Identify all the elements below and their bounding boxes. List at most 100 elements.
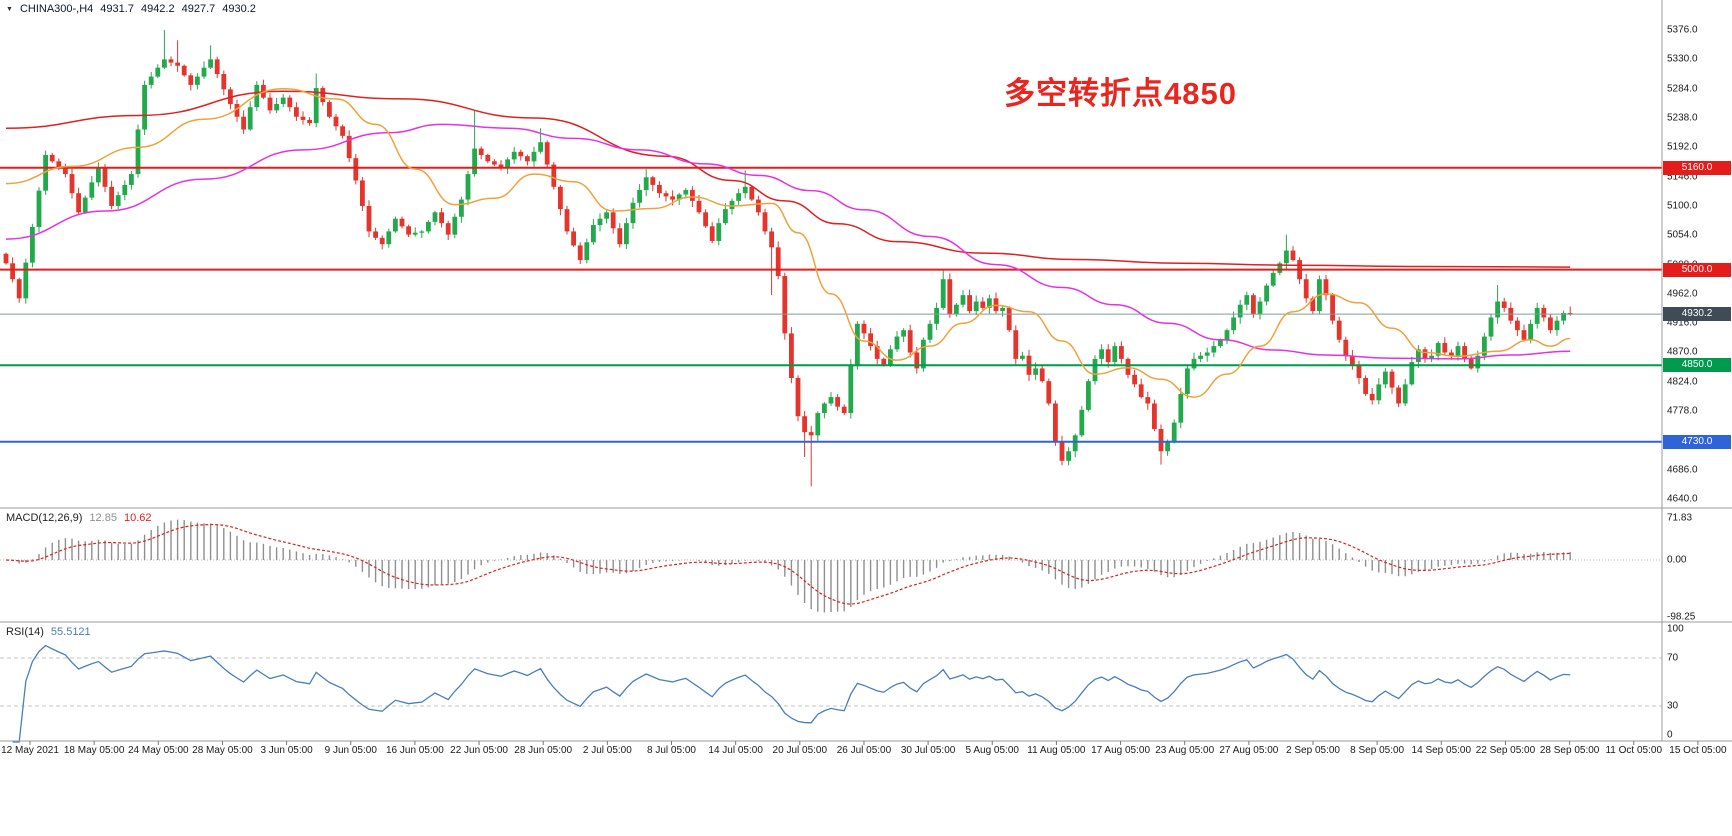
- candle-body: [155, 67, 161, 77]
- candle-body: [1000, 307, 1005, 312]
- candle-body: [676, 194, 682, 200]
- rsi-value: 55.5121: [50, 626, 91, 638]
- candle-body: [663, 193, 669, 197]
- candle-body: [538, 142, 543, 152]
- price-axis-label: 5054.0: [1667, 229, 1698, 241]
- level-price-badge: 5000.0: [1663, 262, 1731, 277]
- candle-body: [1482, 336, 1487, 356]
- candle-body: [36, 190, 42, 227]
- candle-body: [1475, 355, 1481, 369]
- candle-body: [1501, 301, 1507, 308]
- macd-axis-label: 71.83: [1667, 512, 1693, 524]
- candle-body: [604, 212, 609, 219]
- candle-body: [980, 301, 986, 308]
- symbol-info-bar: ▼ CHINA300-,H4 4931.7 4942.2 4927.7 4930…: [6, 3, 256, 15]
- candle-body: [855, 323, 860, 366]
- candle-body: [723, 209, 728, 224]
- candle-body: [881, 358, 887, 366]
- candle-body: [1554, 320, 1560, 331]
- candle-body: [1119, 346, 1124, 359]
- candle-body: [1343, 339, 1349, 356]
- candle-body: [1429, 355, 1434, 359]
- time-axis-label: 22 Sep 05:00: [1475, 745, 1536, 756]
- candle-body: [1079, 409, 1085, 436]
- candle-body: [76, 193, 81, 213]
- candle-body: [280, 97, 286, 104]
- rsi-axis-label: 30: [1667, 700, 1679, 712]
- time-axis-label: 2 Jul 05:00: [582, 745, 632, 756]
- candle-body: [1158, 428, 1164, 452]
- candle-body: [637, 190, 642, 203]
- candle-body: [1152, 403, 1157, 429]
- price-axis-label: 4824.0: [1667, 376, 1698, 388]
- candle-body: [769, 231, 774, 248]
- candle-body: [1534, 307, 1540, 324]
- candle-body: [525, 156, 530, 162]
- time-axis-label: 30 Jul 05:00: [900, 745, 956, 756]
- candle-body: [1376, 384, 1382, 401]
- candle-body: [1171, 422, 1177, 442]
- time-axis-label: 28 May 05:00: [192, 745, 253, 756]
- candle-body: [162, 59, 167, 68]
- candle-body: [1145, 397, 1151, 404]
- candle-body: [597, 218, 603, 226]
- time-axis-label: 28 Jun 05:00: [514, 745, 573, 756]
- candle-body: [115, 195, 121, 206]
- candle-body: [868, 333, 873, 347]
- time-axis-label: 9 Jun 05:00: [324, 745, 377, 756]
- candle-body: [1389, 371, 1395, 388]
- candle-body: [1402, 384, 1408, 404]
- level-price-badge: 4730.0: [1663, 434, 1731, 449]
- time-axis-label: 17 Aug 05:00: [1091, 745, 1151, 756]
- candle-body: [518, 151, 524, 157]
- candle-body: [1191, 358, 1197, 369]
- candle-body: [142, 84, 147, 130]
- candle-body: [690, 190, 695, 201]
- candle-body: [703, 212, 708, 227]
- candle-body: [1323, 279, 1329, 296]
- candle-body: [56, 161, 62, 168]
- candle-body: [432, 212, 438, 222]
- candle-body: [320, 88, 326, 103]
- candle-body: [921, 339, 926, 369]
- candle-body: [452, 216, 458, 235]
- candle-body: [967, 295, 972, 312]
- candle-body: [294, 107, 299, 117]
- candle-body: [1561, 312, 1566, 321]
- candle-body: [214, 59, 220, 75]
- candle-body: [643, 177, 649, 191]
- candle-body: [1224, 330, 1230, 340]
- candle-body: [1237, 304, 1243, 318]
- candle-body: [1046, 381, 1052, 404]
- candle-body: [927, 323, 933, 340]
- macd-name: MACD(12,26,9): [6, 512, 83, 524]
- candle-body: [267, 97, 273, 111]
- time-axis-label: 14 Jul 05:00: [708, 745, 763, 756]
- candle-body: [716, 223, 722, 241]
- candle-body: [30, 226, 35, 263]
- candle-body: [366, 205, 372, 232]
- time-axis-label: 15 Oct 05:00: [1669, 745, 1727, 756]
- candle-body: [1369, 393, 1375, 401]
- candle-body: [591, 225, 596, 243]
- price-axis-label: 4640.0: [1667, 493, 1698, 505]
- candle-body: [505, 159, 510, 168]
- candle-body: [1138, 384, 1144, 398]
- candle-body: [1165, 441, 1170, 452]
- candle-body: [1468, 358, 1474, 369]
- candle-body: [287, 97, 293, 108]
- candle-body: [247, 107, 253, 130]
- macd-main-value: 12.85: [89, 512, 117, 524]
- candle-body: [465, 174, 471, 200]
- candle-body: [188, 75, 194, 85]
- candle-body: [973, 301, 979, 312]
- macd-signal-value: 10.62: [123, 512, 152, 524]
- candle-body: [379, 237, 385, 245]
- macd-indicator-label: MACD(12,26,9) 12.85 10.62: [6, 512, 151, 524]
- candle-body: [1185, 368, 1190, 394]
- candle-body: [1013, 330, 1019, 359]
- rsi-indicator-label: RSI(14) 55.5121: [6, 626, 91, 638]
- candle-body: [1303, 279, 1309, 299]
